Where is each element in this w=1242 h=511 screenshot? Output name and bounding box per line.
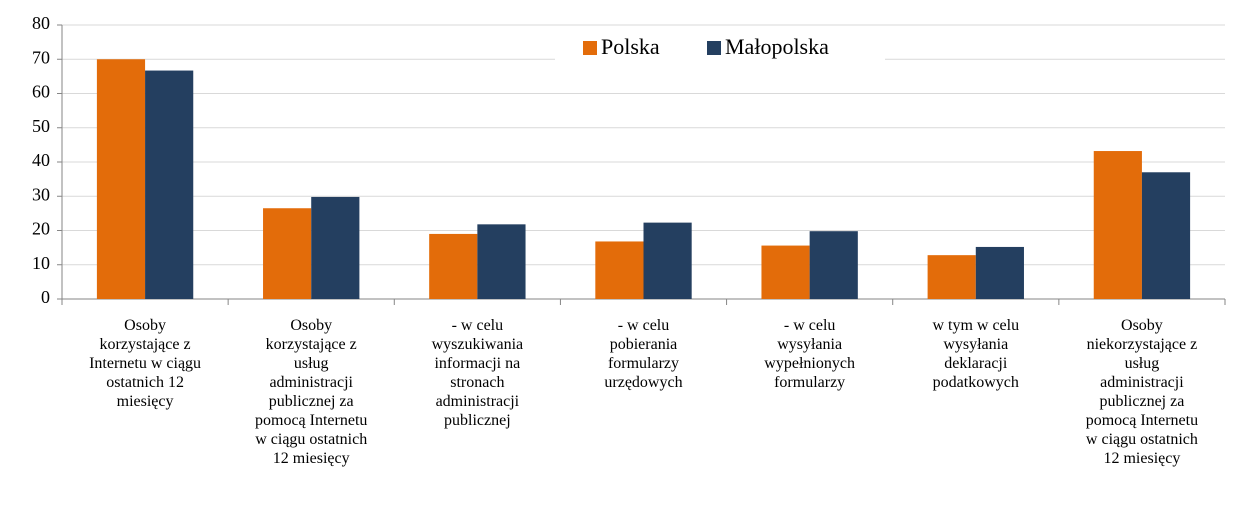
legend-label: Małopolska [725, 34, 829, 59]
x-tick-label: Osoby korzystające z Internetu w ciągu o… [89, 317, 202, 410]
y-tick-label: 70 [32, 47, 50, 67]
legend-swatch [583, 41, 597, 55]
legend-label: Polska [601, 34, 660, 59]
x-tick-label: - w celu pobierania formularzy urzędowyc… [604, 317, 683, 391]
bar [927, 255, 976, 299]
bar [595, 241, 644, 299]
bar [761, 245, 810, 299]
y-tick-label: 30 [32, 184, 50, 204]
x-tick-label: - w celu wysyłania wypełnionych formular… [764, 317, 855, 391]
x-tick-label: Osoby niekorzystające z usług administra… [1085, 317, 1199, 467]
bar [477, 224, 526, 299]
bar [1141, 172, 1191, 299]
bar [96, 59, 146, 299]
bar [429, 233, 478, 299]
x-tick-label: - w celu wyszukiwania informacji na stro… [431, 317, 524, 429]
bar [145, 70, 194, 300]
legend-swatch [707, 41, 721, 55]
bar [311, 196, 360, 299]
y-tick-label: 40 [32, 150, 50, 170]
y-tick-label: 60 [32, 82, 50, 102]
y-tick-label: 50 [32, 116, 50, 136]
bar [1093, 151, 1142, 299]
bar [809, 231, 858, 299]
bar [975, 246, 1024, 299]
x-tick-label: Osoby korzystające z usług administracji… [255, 317, 368, 467]
y-tick-label: 10 [32, 253, 50, 273]
y-tick-label: 0 [41, 287, 50, 307]
bar [643, 222, 692, 299]
y-tick-label: 80 [32, 13, 50, 33]
y-tick-label: 20 [32, 219, 50, 239]
x-tick-label: w tym w celu wysyłania deklaracji podatk… [932, 317, 1020, 391]
bar [263, 208, 312, 299]
